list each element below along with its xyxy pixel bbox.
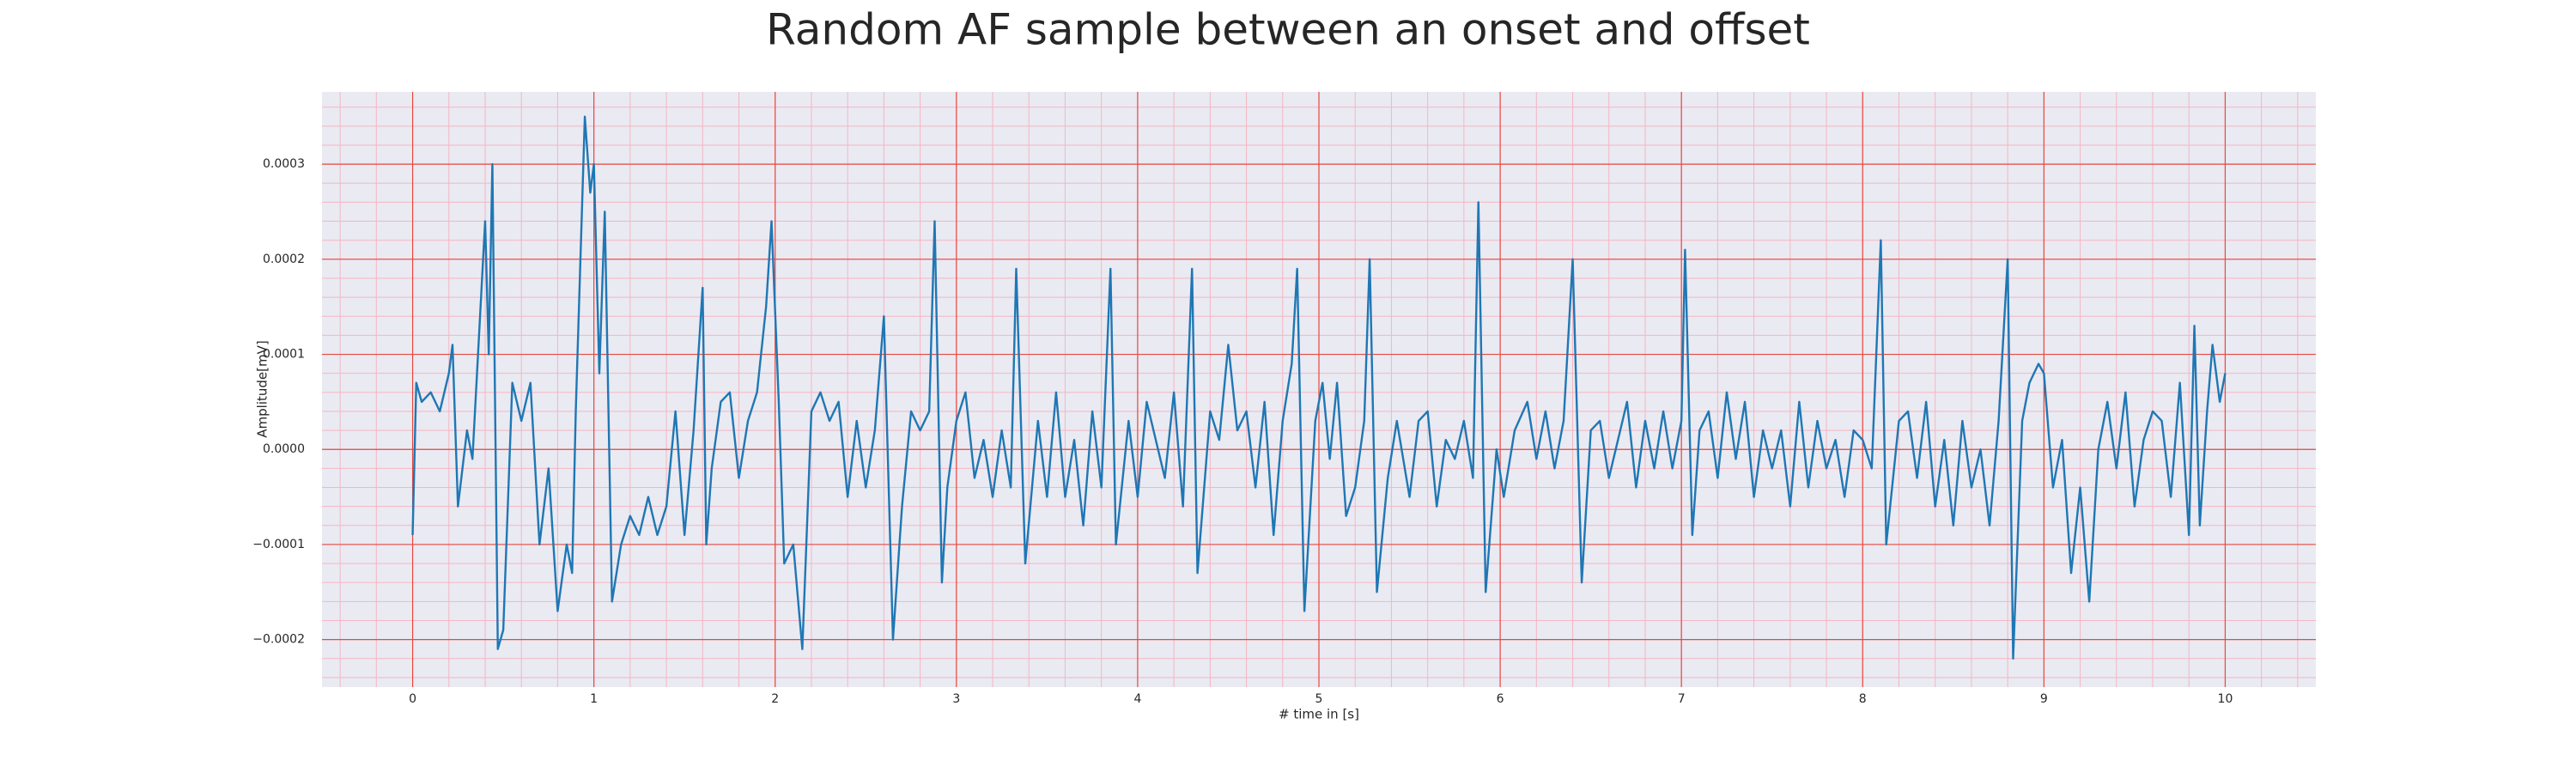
x-tick-label: 9 bbox=[2040, 692, 2048, 706]
y-tick-label: 0.0001 bbox=[263, 348, 305, 362]
x-tick-label: 5 bbox=[1315, 692, 1323, 706]
x-tick-label: 8 bbox=[1859, 692, 1867, 706]
x-axis-label: # time in [s] bbox=[1279, 707, 1359, 722]
x-tick-label: 7 bbox=[1678, 692, 1686, 706]
x-tick-label: 2 bbox=[771, 692, 779, 706]
x-tick-label: 4 bbox=[1133, 692, 1141, 706]
x-tick-label: 3 bbox=[952, 692, 960, 706]
y-axis-label: Amplitude[mV] bbox=[255, 340, 270, 437]
y-tick-label: 0.0000 bbox=[263, 442, 305, 456]
y-tick-label: −0.0002 bbox=[252, 633, 305, 647]
y-tick-label: 0.0002 bbox=[263, 253, 305, 266]
y-tick-label: 0.0003 bbox=[263, 157, 305, 171]
data-line bbox=[411, 115, 2227, 660]
labels: 0 1 2 3 4 5 6 7 8 9 10 −0.0002 −0.0001 0.0000 0.0001 0.… bbox=[252, 157, 2233, 706]
y-tick-label: −0.0001 bbox=[252, 538, 305, 551]
x-tick-label: 10 bbox=[2218, 692, 2233, 706]
x-tick-label: 6 bbox=[1497, 692, 1504, 706]
marks bbox=[411, 115, 2227, 660]
grid bbox=[322, 92, 2316, 687]
chart-title: Random AF sample between an onset and of… bbox=[766, 5, 1810, 55]
x-tick-label: 1 bbox=[590, 692, 598, 706]
x-tick-label: 0 bbox=[409, 692, 416, 706]
